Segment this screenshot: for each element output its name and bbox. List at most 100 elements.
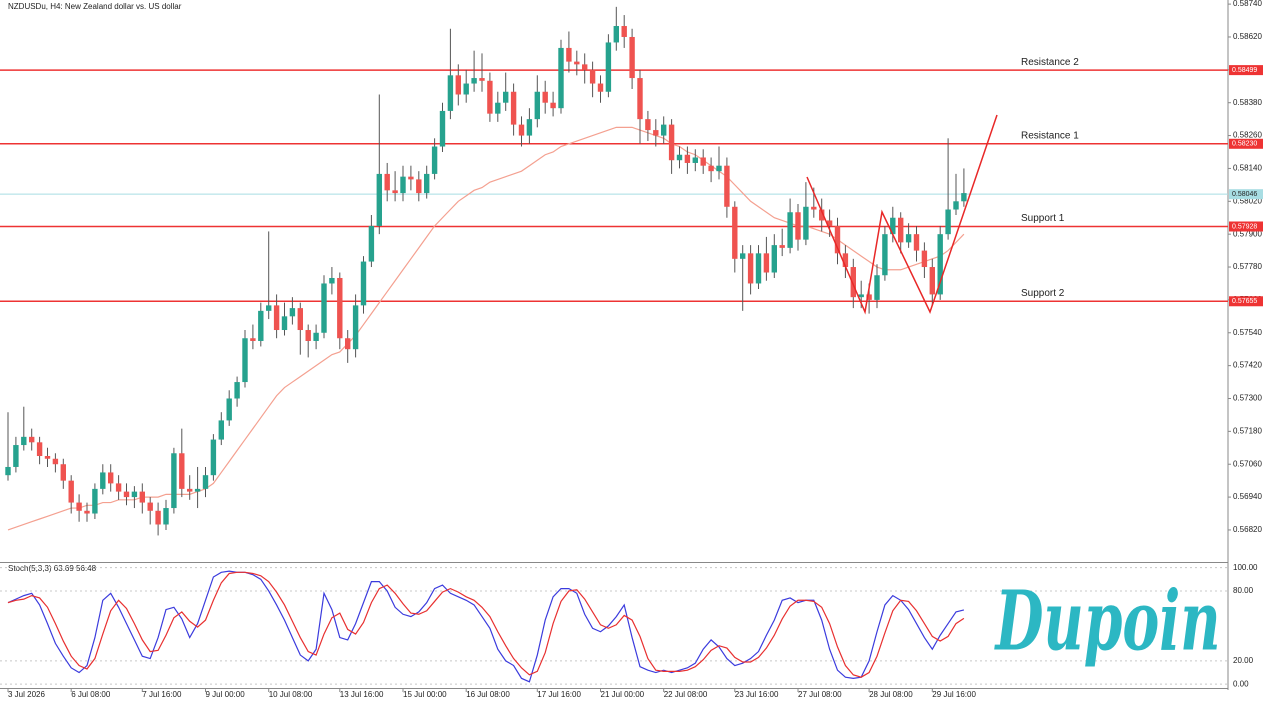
candle-body <box>179 453 185 489</box>
candle-body <box>921 250 928 268</box>
level-price-box <box>1229 221 1263 232</box>
candle-body <box>645 119 651 131</box>
candle-body <box>108 472 114 484</box>
level-price-label: 0.58230 <box>1232 141 1257 148</box>
candle-body <box>147 502 153 511</box>
candle-body <box>210 439 217 476</box>
candle-body <box>471 78 477 84</box>
candle-body <box>826 220 833 226</box>
y-tick-label: 0.57180 <box>1233 426 1262 435</box>
candle-body <box>84 510 90 514</box>
candle-body <box>684 154 691 163</box>
candle-body <box>250 338 256 341</box>
candle-body <box>281 316 288 331</box>
candle-body <box>352 305 359 350</box>
candle-body <box>266 305 272 311</box>
candle-body <box>913 234 920 251</box>
candle-body <box>589 69 596 84</box>
candle-body <box>400 176 406 194</box>
candle-body <box>874 275 880 300</box>
candle-body <box>455 75 461 95</box>
y-tick-label: 0.57300 <box>1233 394 1262 403</box>
candle-body <box>29 436 35 443</box>
level-name: Resistance 2 <box>1021 57 1079 68</box>
candle-body <box>937 234 943 295</box>
current-price-box <box>1229 189 1263 200</box>
candle-body <box>732 206 738 259</box>
y-tick-label: 0.57420 <box>1233 361 1262 370</box>
candle-body <box>416 179 422 194</box>
candle-body <box>558 47 564 109</box>
candle-body <box>850 267 856 298</box>
candle-body <box>961 193 967 202</box>
candle-body <box>431 146 438 174</box>
chart-title: NZDUSDu, H4: New Zealand dollar vs. US d… <box>8 2 182 11</box>
candle-body <box>13 445 19 467</box>
y-tick-label: 0.57780 <box>1233 262 1262 271</box>
candle-body <box>100 472 106 489</box>
candle-body <box>787 212 793 248</box>
candle-body <box>194 488 201 492</box>
candle-body <box>621 26 627 37</box>
y-tick-label: 0.57540 <box>1233 328 1262 337</box>
candle-body <box>803 206 809 240</box>
candle-body <box>763 253 770 273</box>
y-tick-label: 100.00 <box>1233 563 1258 572</box>
candle-body <box>542 91 548 103</box>
candle-body <box>858 294 864 298</box>
candle-body <box>834 225 841 254</box>
y-tick-label: 0.58380 <box>1233 98 1262 107</box>
candle-body <box>637 78 643 120</box>
candle-body <box>226 398 232 421</box>
candle-body <box>384 173 390 191</box>
candle-body <box>487 80 493 114</box>
y-tick-label: 0.58020 <box>1233 196 1262 205</box>
stoch-line <box>7 571 965 678</box>
level-price-label: 0.57655 <box>1232 298 1257 305</box>
candle-body <box>155 510 161 525</box>
candle-body <box>882 234 888 276</box>
candle-body <box>463 83 469 95</box>
candle-body <box>771 245 777 273</box>
y-tick-label: 0.58740 <box>1233 0 1262 8</box>
level-name: Support 2 <box>1021 288 1065 299</box>
x-tick-label: 21 Jul 00:00 <box>601 690 645 699</box>
y-tick-label: 20.00 <box>1233 656 1254 665</box>
candle-body <box>692 157 698 163</box>
candle-body <box>187 488 193 492</box>
x-tick-label: 29 Jul 16:00 <box>932 690 976 699</box>
candle-body <box>424 173 430 194</box>
candle-body <box>724 165 730 207</box>
candle-body <box>819 209 825 221</box>
level-price-box <box>1229 138 1263 149</box>
level-price-label: 0.58499 <box>1232 67 1257 74</box>
candle-body <box>668 124 675 161</box>
candle-body <box>258 310 264 341</box>
candle-body <box>68 480 74 503</box>
candle-body <box>905 234 912 243</box>
candle-body <box>495 102 501 114</box>
y-tick-label: 0.57900 <box>1233 229 1262 238</box>
candle-body <box>550 102 556 109</box>
candle-body <box>613 26 619 43</box>
y-tick-label: 0.57060 <box>1233 459 1262 468</box>
candle-body <box>597 83 604 92</box>
x-tick-label: 3 Jul 2026 <box>8 690 45 699</box>
current-price-label: 0.58046 <box>1232 191 1257 198</box>
candle-body <box>171 453 177 509</box>
x-tick-label: 6 Jul 08:00 <box>71 690 111 699</box>
candle-body <box>518 124 525 136</box>
level-price-box <box>1229 65 1263 76</box>
candle-body <box>574 61 580 65</box>
candle-body <box>898 217 904 243</box>
candle-body <box>479 78 485 81</box>
candle-body <box>795 212 801 240</box>
level-name: Support 1 <box>1021 213 1065 224</box>
x-tick-label: 17 Jul 16:00 <box>537 690 581 699</box>
candle-body <box>234 382 240 399</box>
x-tick-label: 9 Jul 00:00 <box>206 690 246 699</box>
candle-body <box>740 253 746 259</box>
candle-body <box>36 442 43 457</box>
candle-body <box>700 157 706 166</box>
